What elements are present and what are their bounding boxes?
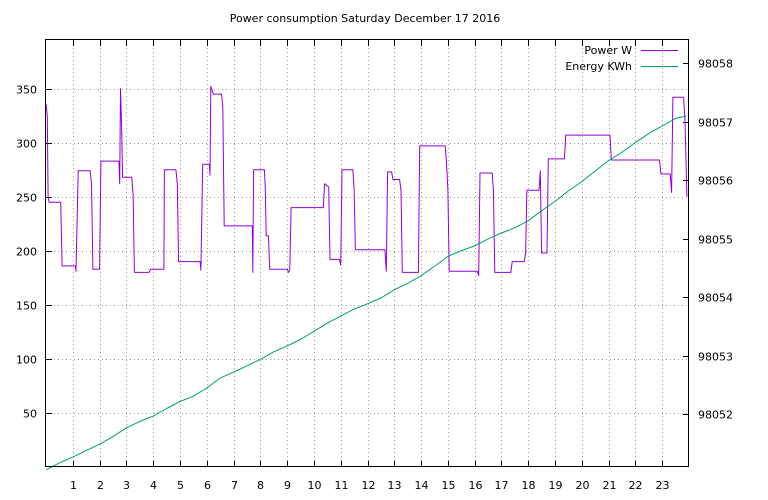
y-tick-label: 50 <box>23 408 37 421</box>
x-tick-label: 17 <box>495 479 509 492</box>
x-tick-label: 5 <box>177 479 184 492</box>
x-tick-label: 6 <box>204 479 211 492</box>
x-tick-label: 18 <box>522 479 536 492</box>
x-tick-label: 12 <box>362 479 376 492</box>
x-tick-label: 11 <box>335 479 349 492</box>
y-tick-label: 300 <box>16 138 37 151</box>
x-tick-label: 13 <box>388 479 402 492</box>
series-lines <box>45 86 688 471</box>
x-tick-label: 7 <box>231 479 238 492</box>
legend-label: Energy KWh <box>565 60 632 73</box>
x-tick-label: 22 <box>629 479 643 492</box>
x-tick-label: 21 <box>603 479 617 492</box>
tick-labels: 1 2 3 4 5 6 7 8 9 10 11 12 13 14 15 16 17 18 19 20 21 22 23501… <box>16 58 733 493</box>
y-tick-label: 250 <box>16 192 37 205</box>
x-tick-label: 10 <box>308 479 322 492</box>
y2-tick-label: 98058 <box>698 58 733 71</box>
y2-tick-label: 98055 <box>698 234 733 247</box>
y-tick-label: 150 <box>16 300 37 313</box>
y2-tick-label: 98054 <box>698 292 733 305</box>
x-tick-label: 3 <box>123 479 130 492</box>
y2-tick-label: 98056 <box>698 175 733 188</box>
axis-ticks <box>46 40 689 467</box>
legend: Power W Energy KWh <box>565 44 678 73</box>
x-tick-label: 19 <box>549 479 563 492</box>
x-tick-label: 2 <box>97 479 104 492</box>
x-tick-label: 20 <box>576 479 590 492</box>
series-line-2 <box>45 115 687 471</box>
y2-tick-label: 98052 <box>698 409 733 422</box>
y2-tick-label: 98057 <box>698 117 733 130</box>
x-tick-label: 1 <box>70 479 77 492</box>
x-tick-label: 9 <box>284 479 291 492</box>
x-tick-label: 4 <box>150 479 157 492</box>
y2-tick-label: 98053 <box>698 351 733 364</box>
y-tick-label: 200 <box>16 246 37 259</box>
series-line-1 <box>45 86 688 277</box>
x-tick-label: 14 <box>415 479 429 492</box>
y-tick-label: 350 <box>16 84 37 97</box>
x-tick-label: 15 <box>442 479 456 492</box>
x-tick-label: 16 <box>469 479 483 492</box>
grid <box>46 40 689 467</box>
legend-label: Power W <box>584 44 632 57</box>
x-tick-label: 23 <box>656 479 670 492</box>
y-tick-label: 100 <box>16 354 37 367</box>
chart-title: Power consumption Saturday December 17 2… <box>230 12 501 25</box>
x-tick-label: 8 <box>257 479 264 492</box>
plot-frame <box>45 39 689 467</box>
